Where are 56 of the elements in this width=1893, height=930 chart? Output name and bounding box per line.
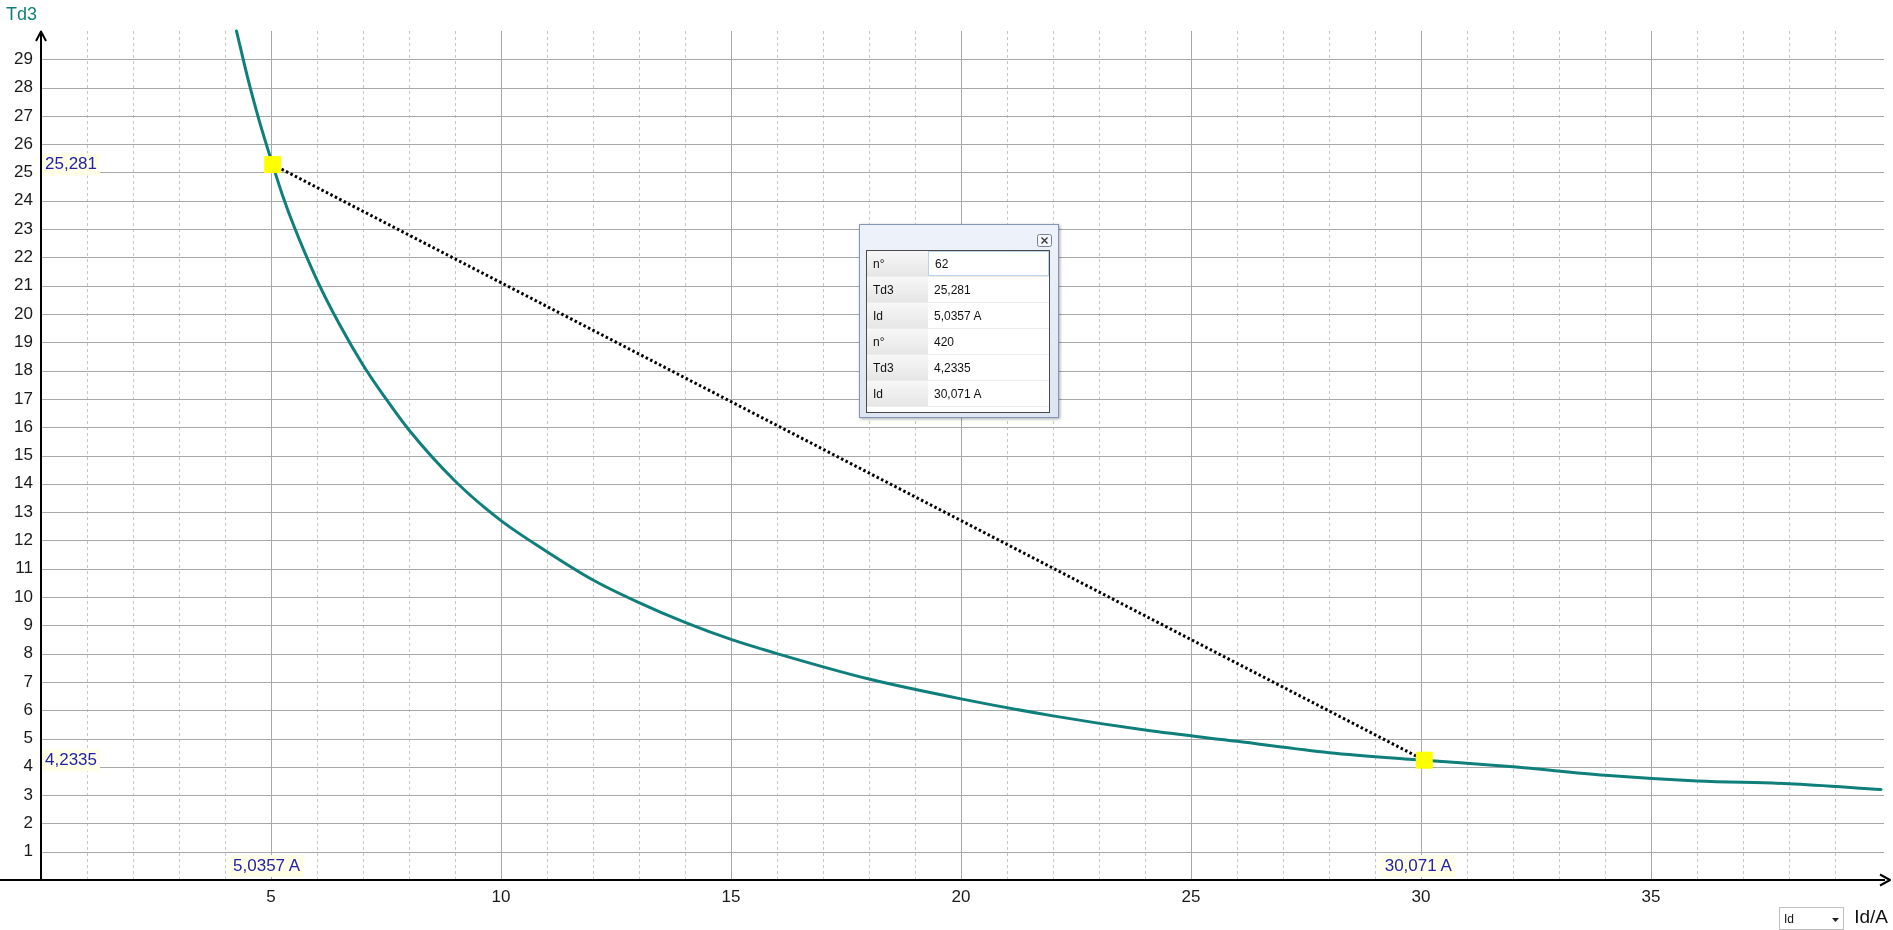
y-tick-label: 28 [14,77,33,97]
annotation: 25,281 [45,154,97,174]
annotation: 4,2335 [934,360,971,375]
annotation: n° [873,334,885,349]
y-tick-label: 6 [23,699,33,719]
y-tick-label: 23 [14,218,33,238]
x-tick-label: 15 [721,886,741,906]
annotation: 30,071 A [934,386,982,401]
y-tick-label: 21 [14,275,33,295]
y-tick-label: 5 [23,728,33,748]
y-tick-label: 12 [14,530,33,550]
x-tick-label: 25 [1181,886,1201,906]
y-tick-label: 2 [23,813,33,833]
annotation: 62 [935,256,949,271]
y-tick-label: 19 [14,331,33,351]
y-tick-label: 10 [14,586,33,606]
y-tick-label: 17 [14,388,33,408]
annotation: n° [873,256,885,271]
y-tick-label: 18 [14,360,33,380]
annotation: 30,071 A [1384,855,1453,875]
x-tick-label: 35 [1641,886,1661,906]
x-tick-label: 30 [1411,886,1431,906]
annotation: 420 [934,334,955,349]
y-tick-label: 16 [14,416,33,436]
y-tick-label: 4 [23,756,33,776]
y-tick-label: 8 [23,643,33,663]
y-tick-label: 3 [23,784,33,804]
annotation: Id [873,308,884,323]
x-tick-label: 5 [266,886,276,906]
y-tick-label: 27 [14,105,33,125]
line-series [235,29,1883,791]
y-tick-label: 26 [14,133,33,153]
y-tick-label: 14 [14,473,33,493]
annotation: Td3 [873,360,894,375]
y-tick-label: 15 [14,445,33,465]
y-tick-label: 20 [14,303,33,323]
x-tick-label: 20 [951,886,971,906]
annotation: Id [873,386,884,401]
annotation: Td3 [873,282,894,297]
y-tick-label: 25 [14,162,33,182]
dropdown-box: Id [1779,907,1844,930]
y-tick-label: 7 [23,671,33,691]
x-axis-title: Id/A [1854,906,1889,928]
y-tick-label: 22 [14,247,33,267]
y-tick-label: 13 [14,501,33,521]
y-tick-label: 9 [23,614,33,634]
annotation: 5,0357 A [233,855,301,875]
y-tick-label: 11 [15,558,33,578]
y-tick-label: 24 [14,190,33,210]
y-axis-title: Td3 [6,3,38,24]
annotation: 25,281 [934,282,971,297]
y-tick-label: 29 [14,48,33,68]
y-tick-label: 1 [23,841,33,861]
x-tick-label: 10 [491,886,511,906]
annotation: 5,0357 A [934,308,982,323]
annotation: 4,2335 [45,749,97,769]
